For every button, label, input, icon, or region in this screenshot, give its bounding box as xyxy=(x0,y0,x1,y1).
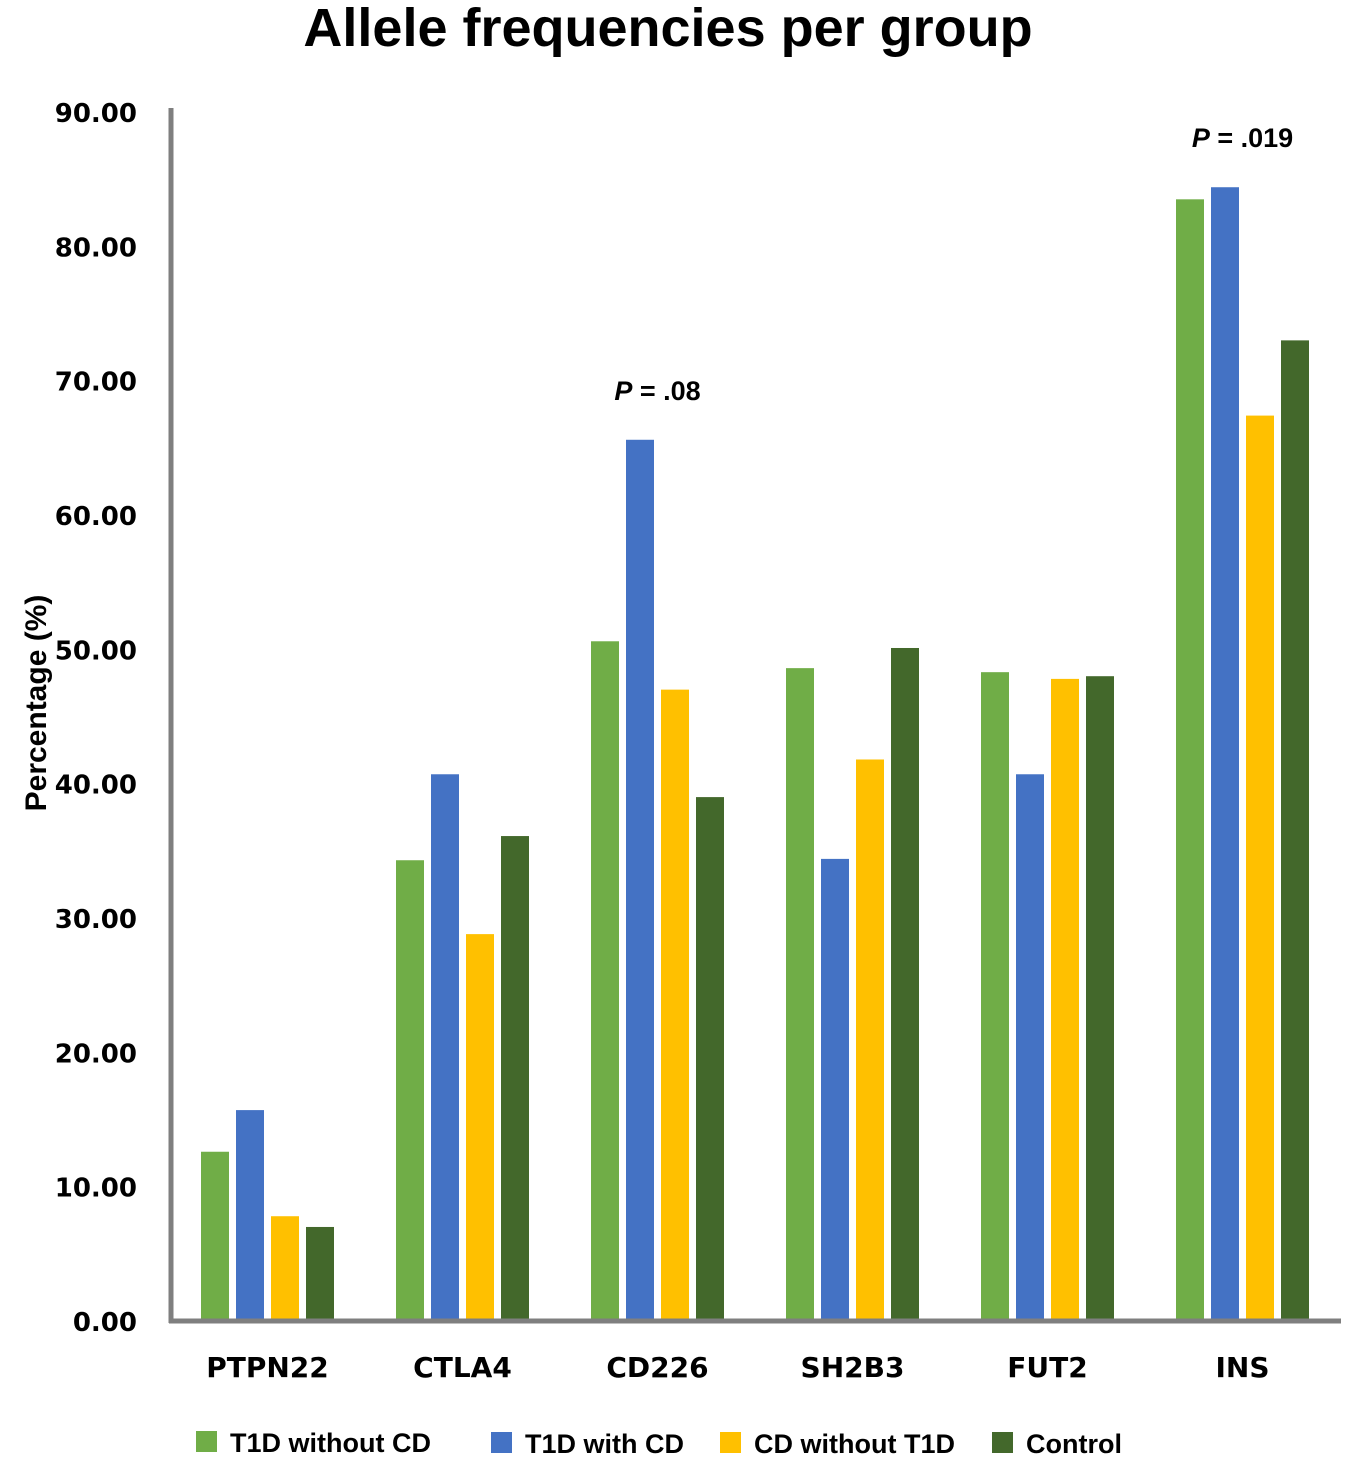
bar-sh2b3-series-3 xyxy=(856,759,884,1321)
p-value-annotations: P = .08P = .019 xyxy=(614,123,1293,406)
chart-title: Allele frequencies per group xyxy=(303,0,1032,58)
bar-ctla4-series-3 xyxy=(466,934,494,1321)
legend-label: T1D with CD xyxy=(525,1429,684,1459)
bar-ins-series-4 xyxy=(1281,340,1309,1321)
bar-ctla4-series-2 xyxy=(431,774,459,1321)
bar-ptpn22-series-2 xyxy=(236,1110,264,1321)
bar-ptpn22-series-4 xyxy=(306,1226,334,1321)
x-tick-label: INS xyxy=(1215,1351,1269,1384)
bar-ptpn22-series-3 xyxy=(271,1216,299,1321)
x-tick-label: CD226 xyxy=(606,1351,708,1384)
legend: T1D without CD T1D with CD CD without T1D C… xyxy=(196,1428,1122,1459)
y-axis-label: Percentage (%) xyxy=(20,595,53,812)
bar-cd226-series-2 xyxy=(626,439,654,1322)
y-tick-label: 20.00 xyxy=(55,1039,137,1069)
y-tick-label: 90.00 xyxy=(55,99,137,129)
y-tick-label: 60.00 xyxy=(55,502,137,532)
p-value-annotation: P = .019 xyxy=(1192,123,1293,153)
legend-label: CD without T1D xyxy=(754,1429,955,1459)
legend-label: Control xyxy=(1026,1429,1122,1459)
x-tick-label: PTPN22 xyxy=(206,1351,329,1384)
bar-cd226-series-1 xyxy=(591,641,619,1321)
y-tick-labels: 0.00 10.00 20.00 30.00 40.00 50.00 60.00 70.00 8… xyxy=(55,99,137,1338)
x-tick-label: SH2B3 xyxy=(801,1351,905,1384)
bar-fut2-series-1 xyxy=(981,672,1009,1321)
p-value-letter: P xyxy=(614,376,633,406)
bar-sh2b3-series-1 xyxy=(786,668,814,1321)
bar-fut2-series-4 xyxy=(1086,676,1114,1321)
bars xyxy=(201,187,1309,1322)
bar-cd226-series-4 xyxy=(696,797,724,1321)
bar-sh2b3-series-4 xyxy=(891,647,919,1321)
bar-ptpn22-series-1 xyxy=(201,1151,229,1321)
y-tick-label: 70.00 xyxy=(55,368,137,398)
y-tick-label: 80.00 xyxy=(55,233,137,263)
bar-cd226-series-3 xyxy=(661,689,689,1321)
y-tick-label: 40.00 xyxy=(55,771,137,801)
legend-swatch xyxy=(992,1432,1013,1453)
bar-fut2-series-3 xyxy=(1051,678,1079,1321)
bar-sh2b3-series-2 xyxy=(821,858,849,1321)
p-value-letter: P xyxy=(1192,123,1211,153)
x-tick-label: FUT2 xyxy=(1007,1351,1087,1384)
p-value-text: = .019 xyxy=(1210,123,1293,153)
bar-ins-series-1 xyxy=(1176,199,1204,1322)
bar-ins-series-2 xyxy=(1211,187,1239,1321)
x-tick-labels: PTPN22 CTLA4 CD226 SH2B3 FUT2 INS xyxy=(206,1351,1269,1384)
bar-fut2-series-2 xyxy=(1016,774,1044,1321)
bar-ctla4-series-1 xyxy=(396,860,424,1321)
p-value-annotation: P = .08 xyxy=(614,376,700,406)
legend-swatch xyxy=(720,1432,741,1453)
legend-swatch xyxy=(196,1431,217,1452)
legend-swatch xyxy=(491,1432,512,1453)
y-tick-label: 10.00 xyxy=(55,1174,137,1204)
bar-ins-series-3 xyxy=(1246,415,1274,1321)
bar-ctla4-series-4 xyxy=(501,836,529,1321)
x-tick-label: CTLA4 xyxy=(413,1351,512,1384)
y-tick-label: 0.00 xyxy=(73,1308,137,1338)
legend-label: T1D without CD xyxy=(230,1428,431,1458)
y-tick-label: 50.00 xyxy=(55,636,137,666)
p-value-text: = .08 xyxy=(632,376,700,406)
y-tick-label: 30.00 xyxy=(55,905,137,935)
